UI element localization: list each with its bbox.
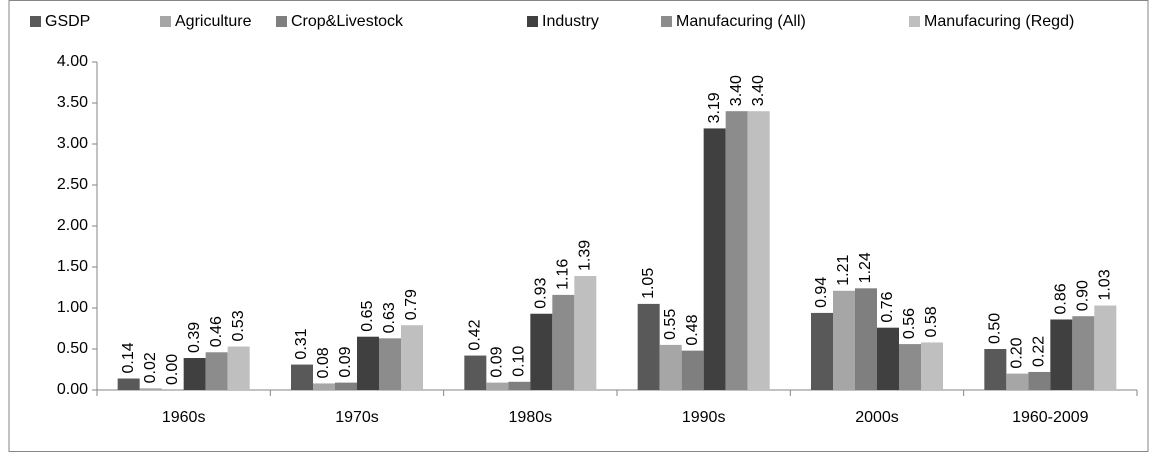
value-label: 0.65 [359, 300, 376, 331]
x-tick-label: 1960-2009 [1012, 409, 1089, 426]
y-tick-label: 0.50 [57, 340, 88, 357]
bar [1006, 373, 1029, 390]
bar [811, 312, 833, 390]
legend-label: Industry [542, 13, 599, 30]
value-label: 0.55 [662, 309, 679, 340]
bar [984, 349, 1007, 390]
value-label: 0.93 [533, 277, 550, 308]
x-tick-label: 1970s [335, 409, 379, 426]
bar [139, 388, 162, 390]
value-label: 0.22 [1031, 336, 1048, 367]
bar [681, 350, 704, 390]
bar [703, 128, 726, 391]
x-tick-label: 1980s [509, 409, 553, 426]
value-label: 0.63 [381, 302, 398, 333]
bar [1050, 319, 1073, 390]
bar [1028, 371, 1051, 390]
bar [1094, 305, 1117, 390]
value-label: 0.53 [230, 310, 247, 341]
y-tick-label: 0.00 [57, 381, 88, 398]
x-tick-label: 2000s [855, 409, 899, 426]
value-label: 0.09 [489, 346, 506, 377]
value-label: 0.39 [186, 322, 203, 353]
value-label: 0.46 [208, 316, 225, 347]
legend-label: Manufacuring (Regd) [924, 13, 1074, 30]
bar [1072, 316, 1095, 390]
value-label: 1.21 [835, 255, 852, 286]
value-label: 0.94 [813, 277, 830, 308]
bar [379, 338, 401, 390]
bar [335, 382, 357, 390]
bar [401, 325, 423, 390]
value-label: 0.58 [923, 306, 940, 337]
value-label: 0.10 [511, 346, 528, 377]
bar [357, 336, 379, 390]
value-label: 0.02 [142, 352, 159, 383]
legend-label: Crop&Livestock [291, 13, 404, 30]
value-label: 0.50 [987, 313, 1004, 344]
y-tick-label: 1.00 [57, 299, 88, 316]
bar [508, 381, 531, 390]
legend-swatch [30, 16, 41, 27]
bar [291, 364, 313, 390]
bar [899, 344, 921, 390]
bar [464, 355, 487, 390]
legend-swatch [276, 16, 287, 27]
bar [552, 294, 575, 390]
bar [227, 346, 250, 390]
legend-swatch [527, 16, 538, 27]
bar [486, 382, 509, 390]
bar [530, 313, 553, 390]
value-label: 0.86 [1053, 283, 1070, 314]
value-label: 0.76 [879, 291, 896, 322]
bar [117, 378, 140, 390]
y-tick-label: 1.50 [57, 258, 88, 275]
y-tick-label: 3.50 [57, 94, 88, 111]
legend-swatch [909, 16, 920, 27]
value-label: 0.90 [1075, 280, 1092, 311]
legend-label: GSDP [45, 13, 90, 30]
bar [659, 344, 682, 390]
bar [637, 303, 660, 390]
value-label: 0.56 [901, 308, 918, 339]
value-label: 0.00 [164, 354, 181, 385]
value-label: 3.19 [706, 92, 723, 123]
legend-swatch [160, 16, 171, 27]
value-label: 0.14 [120, 342, 137, 373]
value-label: 0.48 [684, 314, 701, 345]
value-label: 0.08 [315, 347, 332, 378]
value-label: 0.31 [293, 328, 310, 359]
value-label: 1.24 [857, 252, 874, 283]
bar [205, 352, 228, 390]
value-label: 3.40 [728, 75, 745, 106]
legend-label: Agriculture [175, 13, 252, 30]
x-tick-label: 1960s [162, 409, 206, 426]
value-label: 3.40 [750, 75, 767, 106]
y-tick-label: 2.50 [57, 176, 88, 193]
x-tick-label: 1990s [682, 409, 726, 426]
bar [725, 111, 748, 390]
bar [877, 327, 899, 390]
value-label: 0.42 [467, 319, 484, 350]
legend-swatch [661, 16, 672, 27]
y-tick-label: 4.00 [57, 53, 88, 70]
y-tick-label: 2.00 [57, 217, 88, 234]
value-label: 1.05 [640, 268, 657, 299]
value-label: 0.79 [403, 289, 420, 320]
value-label: 0.09 [337, 346, 354, 377]
value-label: 1.39 [577, 240, 594, 271]
bar [921, 342, 943, 390]
bar [313, 383, 335, 390]
value-label: 1.16 [555, 259, 572, 290]
value-label: 0.20 [1009, 337, 1026, 368]
value-label: 1.03 [1097, 269, 1114, 300]
bar [833, 290, 855, 390]
legend-label: Manufacuring (All) [676, 13, 806, 30]
bar [855, 288, 877, 390]
y-tick-label: 3.00 [57, 135, 88, 152]
bar [574, 276, 597, 390]
bar [747, 111, 770, 390]
bar [183, 358, 206, 390]
